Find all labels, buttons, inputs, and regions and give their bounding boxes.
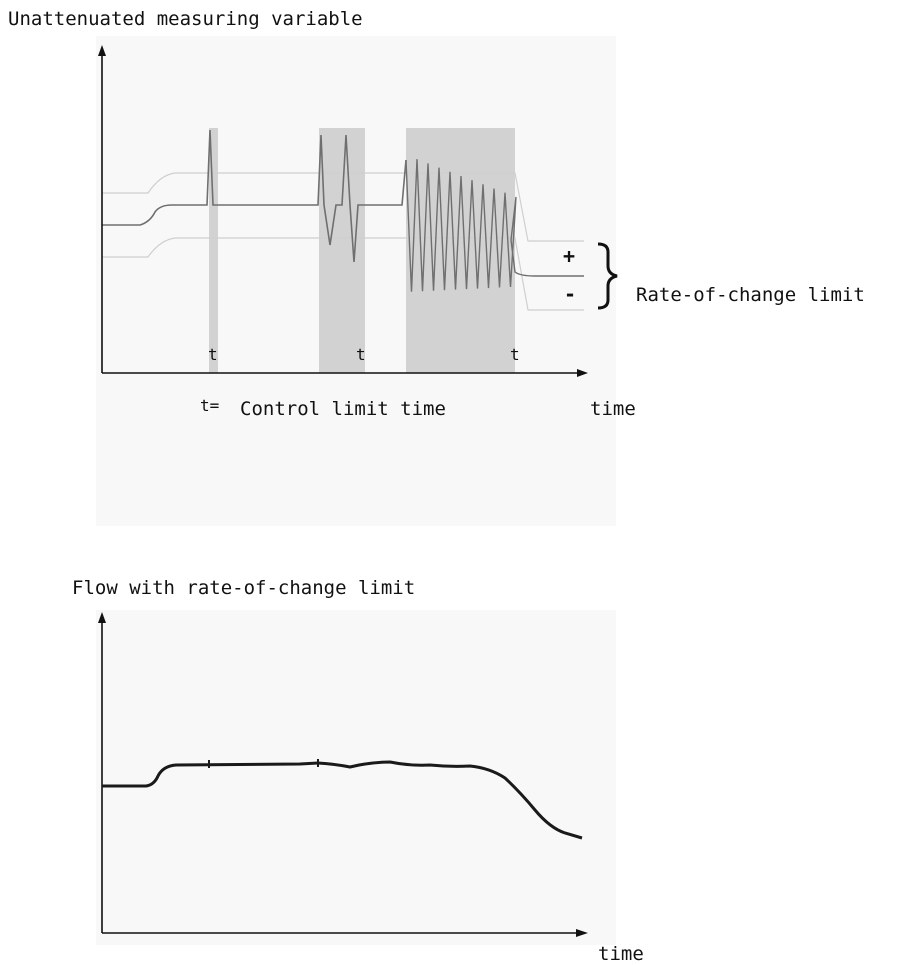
top-x-axis-label: time [590,398,636,420]
measured-signal-line [102,129,407,263]
control-limit-region-3 [406,128,515,373]
lower-limit-line [102,237,584,311]
bottom-diagram-title: Flow with rate-of-change limit [72,577,416,599]
bottom-x-axis-arrow [576,929,588,937]
oscillating-signal-line [405,159,517,292]
legend-text: Control limit time [240,398,446,420]
minus-sign: - [564,282,577,306]
bottom-diagram-background [96,610,616,945]
rate-limit-label: Rate-of-change limit [636,284,865,306]
control-limit-region-2 [319,128,365,373]
flow-curve [102,760,583,840]
control-limit-region-1 [209,128,218,373]
rate-limit-brace [597,242,618,310]
top-diagram-title: Unattenuated measuring variable [8,8,363,30]
top-x-axis-arrow [577,369,588,377]
plus-sign: + [563,244,576,268]
bottom-x-axis-label: time [598,943,644,965]
bottom-y-axis-arrow [98,612,106,623]
control-limit-marker-1: t [208,345,218,364]
top-y-axis-arrow [98,45,106,56]
control-limit-marker-3: t [510,345,520,364]
control-limit-marker-2: t [356,345,366,364]
legend-prefix: t= [200,396,220,415]
signal-tail-line [510,239,584,277]
upper-limit-line [102,172,584,242]
